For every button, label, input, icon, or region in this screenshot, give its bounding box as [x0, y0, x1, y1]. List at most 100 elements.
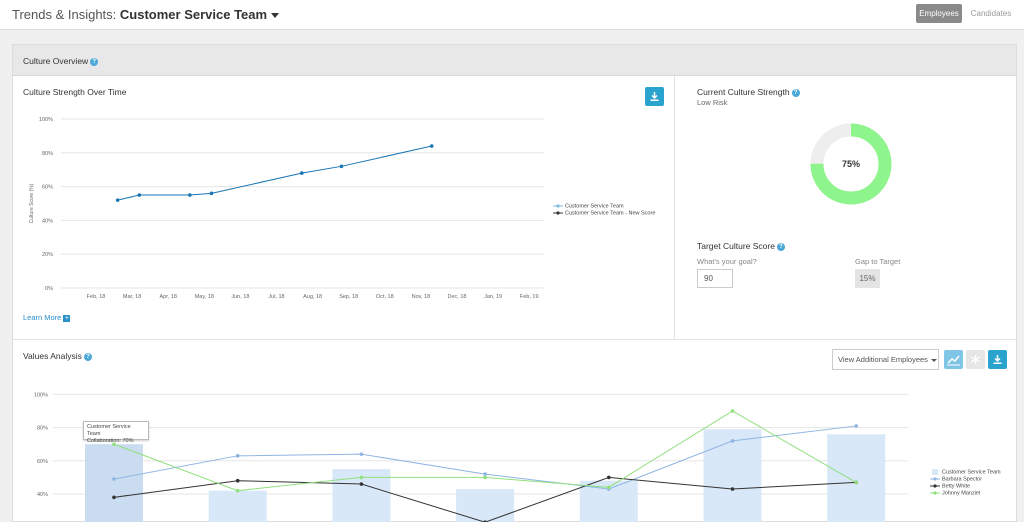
target-score-label: Target Culture Score	[697, 241, 775, 251]
legend-marker	[553, 203, 563, 209]
data-point	[112, 442, 116, 447]
panel-header: Culture Overview?	[13, 45, 1016, 76]
data-point	[854, 424, 858, 428]
y-tick-label: 40%	[37, 492, 48, 498]
risk-level: Low Risk	[697, 98, 728, 107]
x-tick-label: Oct, 18	[376, 294, 394, 300]
data-point	[235, 488, 240, 493]
x-tick-label: Mar, 18	[123, 294, 141, 300]
bar	[703, 429, 762, 522]
legend-label: Customer Service Team	[565, 203, 624, 210]
x-tick-label: Sep, 18	[339, 294, 358, 300]
x-tick-label: Feb, 19	[520, 294, 539, 300]
team-selector[interactable]: Customer Service Team	[119, 7, 268, 22]
bar	[208, 490, 267, 522]
data-point	[483, 475, 487, 480]
y-tick-label: 60%	[42, 185, 53, 191]
data-point	[137, 193, 142, 197]
chevron-down-icon[interactable]	[271, 13, 280, 19]
target-score-title: Target Culture Score?	[697, 241, 785, 251]
x-tick-label: Feb, 18	[87, 294, 106, 300]
y-axis-label: Culture Score (%)	[29, 183, 35, 223]
values-analysis-chart: 40% 60% 80% 100%	[34, 392, 908, 522]
legend-marker	[930, 483, 940, 489]
data-point	[429, 144, 434, 148]
download-button[interactable]	[645, 87, 664, 106]
learn-more-link[interactable]: Learn More +	[23, 313, 71, 322]
tooltip-value: Collaboration: 70%	[87, 438, 134, 444]
y-tick-label: 80%	[42, 151, 53, 157]
data-point	[115, 198, 120, 202]
legend-label: Betty White	[942, 483, 971, 490]
data-point	[483, 472, 487, 476]
x-tick-label: Jun, 18	[231, 294, 249, 300]
data-point	[359, 482, 364, 486]
line-chart-icon	[947, 355, 960, 366]
data-point	[209, 191, 214, 196]
x-tick-label: Apr, 18	[159, 294, 176, 300]
data-point	[112, 495, 116, 500]
dropdown-label: View Additional Employees	[838, 355, 928, 364]
plus-icon: +	[63, 314, 71, 322]
current-strength-title: Current Culture Strength?	[697, 87, 800, 97]
goal-input[interactable]: 90	[697, 269, 733, 288]
asterisk-icon	[971, 355, 980, 364]
data-point	[235, 478, 240, 483]
legend-marker	[930, 476, 940, 482]
download-button[interactable]	[988, 350, 1007, 369]
radar-chart-toggle-button[interactable]	[966, 350, 985, 369]
help-icon[interactable]: ?	[90, 57, 99, 66]
help-icon[interactable]: ?	[791, 88, 800, 97]
x-tick-label: Jul, 18	[268, 294, 284, 300]
y-tick-label: 80%	[37, 426, 48, 432]
data-point	[854, 480, 858, 485]
help-icon[interactable]: ?	[776, 242, 785, 251]
legend-label: Customer Service Team	[942, 469, 1001, 476]
values-analysis-title: Values Analysis?	[23, 351, 92, 361]
goal-label: What's your goal?	[697, 257, 757, 266]
y-tick-label: 0%	[45, 286, 53, 292]
x-tick-label: Aug, 18	[303, 294, 322, 300]
view-additional-employees-dropdown[interactable]: View Additional Employees	[832, 349, 939, 370]
line-chart-toggle-button[interactable]	[944, 350, 963, 369]
legend-item: Customer Service Team	[553, 203, 655, 210]
current-strength-label: Current Culture Strength	[697, 87, 790, 97]
data-point	[112, 477, 116, 481]
legend-marker	[553, 210, 563, 216]
section-divider	[13, 339, 1016, 340]
culture-overview-label: Culture Overview	[23, 56, 89, 66]
chevron-down-icon	[930, 358, 937, 362]
data-point	[359, 475, 364, 480]
values-analysis-label: Values Analysis	[23, 351, 82, 361]
data-point	[730, 439, 735, 443]
data-point	[607, 475, 611, 480]
culture-strength-chart: 0% 20% 40% 60% 80% 100% Feb, 18 Mar, 18 Apr, 18 M…	[29, 117, 544, 300]
legend-item: Barbara Spector	[930, 476, 1001, 483]
legend-label: Barbara Spector	[942, 476, 983, 483]
learn-more-label: Learn More	[23, 313, 62, 322]
download-icon	[993, 355, 1002, 364]
legend-marker	[930, 490, 940, 496]
tab-employees[interactable]: Employees	[916, 4, 962, 23]
data-point	[730, 487, 735, 491]
donut-value-arc	[810, 123, 892, 205]
y-tick-label: 60%	[37, 459, 48, 465]
x-tick-label: Nov, 18	[412, 294, 431, 300]
bar	[827, 434, 886, 522]
tab-candidates[interactable]: Candidates	[970, 9, 1012, 18]
data-point	[299, 171, 304, 175]
column-divider	[674, 76, 675, 339]
culture-overview-title: Culture Overview?	[23, 56, 99, 66]
legend-item: Johnny Manziel	[930, 490, 1001, 497]
strength-donut: 75%	[810, 123, 892, 205]
help-icon[interactable]: ?	[83, 352, 92, 361]
y-tick-label: 40%	[42, 218, 53, 224]
page-title[interactable]: Trends & Insights: Customer Service Team	[12, 7, 280, 22]
legend-label: Johnny Manziel	[942, 490, 981, 497]
legend-label: Customer Service Team - New Score	[565, 210, 656, 217]
data-point	[339, 164, 344, 169]
y-tick-label: 100%	[39, 117, 53, 123]
data-point	[730, 409, 735, 413]
gap-value: 15%	[855, 269, 880, 288]
gap-label: Gap to Target	[855, 257, 901, 266]
